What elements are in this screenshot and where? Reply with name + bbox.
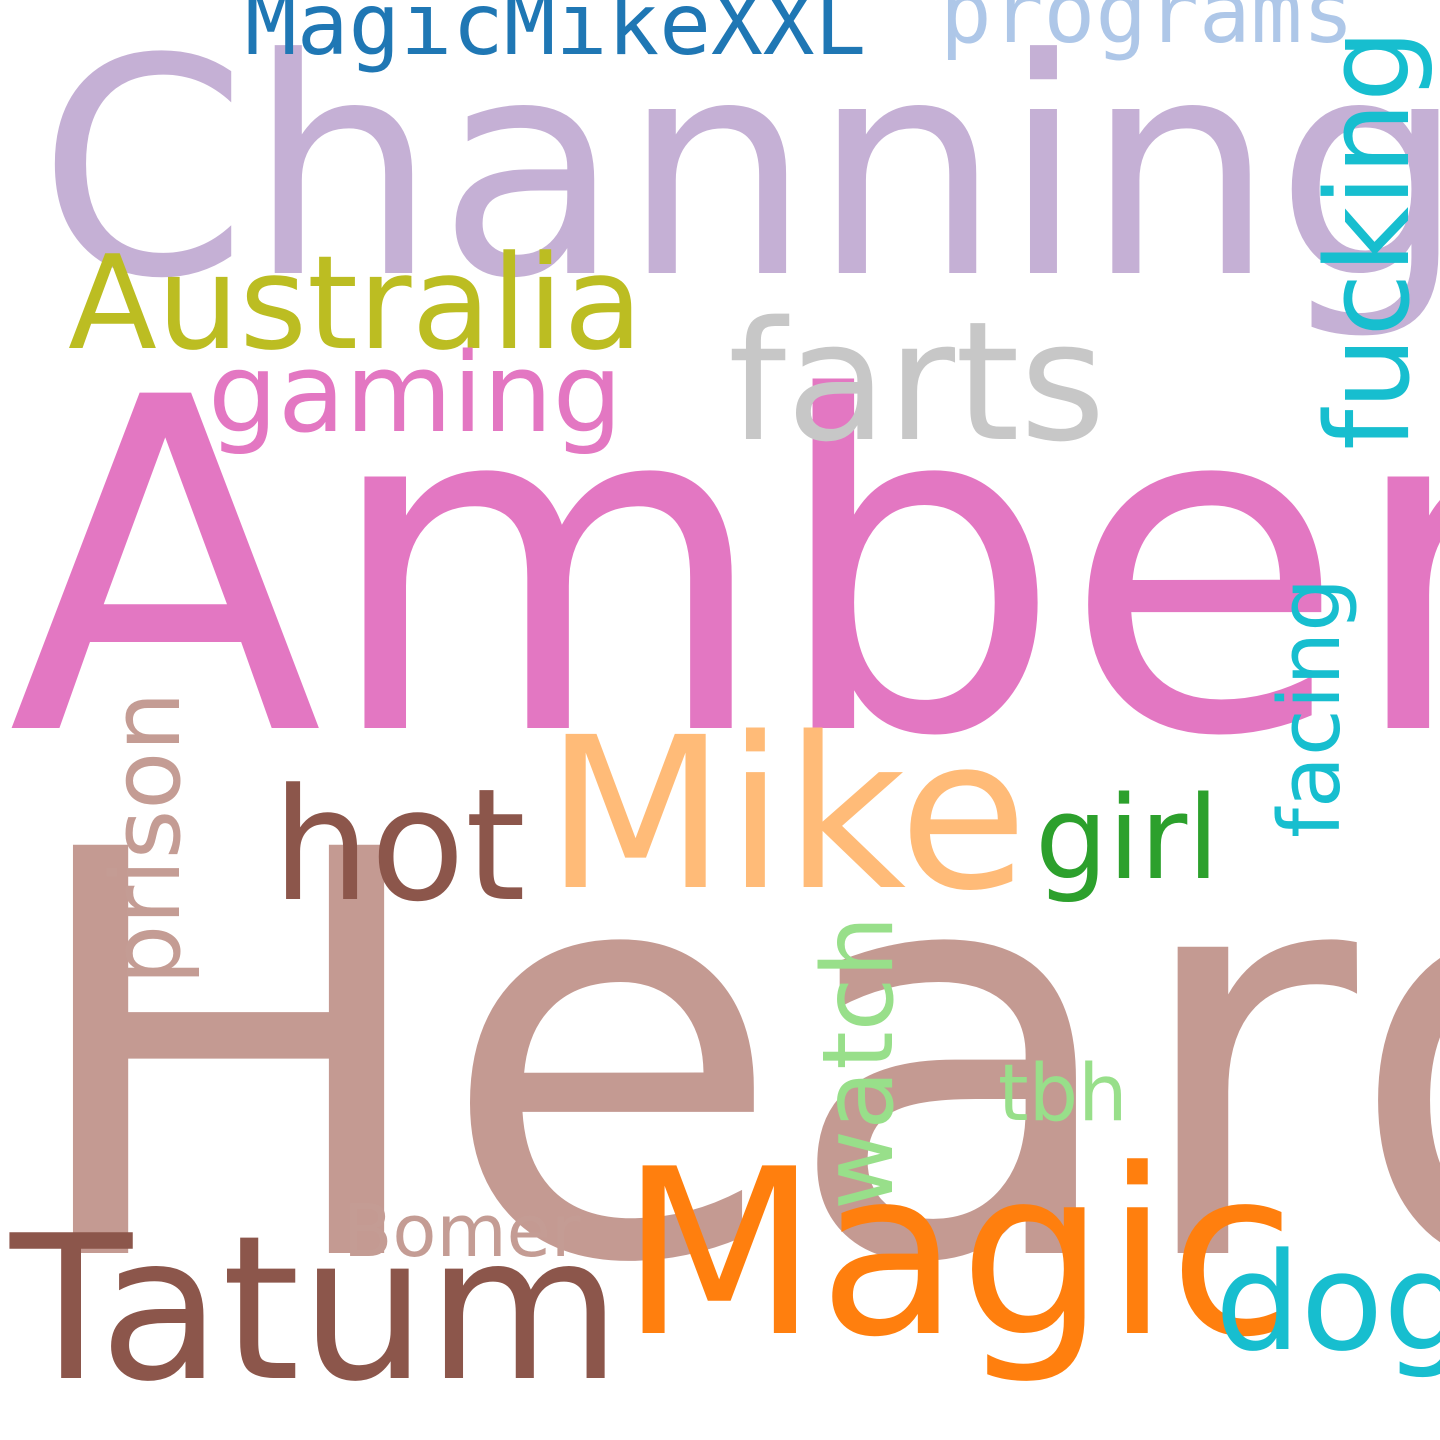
word-girl: girl bbox=[1035, 772, 1220, 906]
word-prison: prison bbox=[92, 691, 202, 985]
word-channing: Channing bbox=[38, 0, 1440, 344]
word-tatum: Tatum bbox=[10, 1193, 622, 1426]
word-dog: dog bbox=[1215, 1224, 1440, 1381]
word-tbh: tbh bbox=[998, 1049, 1128, 1139]
word-fucking: fucking bbox=[1302, 28, 1436, 450]
word-magicmikexxl: MagicMikeXXL bbox=[245, 0, 867, 75]
word-hot: hot bbox=[272, 755, 526, 936]
word-facing: facing bbox=[1261, 577, 1360, 838]
word-watch: watch bbox=[802, 915, 916, 1210]
word-gaming: gaming bbox=[208, 329, 623, 457]
word-mike: Mike bbox=[545, 692, 1028, 937]
word-magic: Magic bbox=[620, 1121, 1296, 1388]
word-bomer: Bomer bbox=[343, 1189, 581, 1273]
word-australia: Australia bbox=[68, 227, 644, 379]
word-programs: programs bbox=[940, 0, 1355, 63]
word-farts: farts bbox=[728, 286, 1106, 478]
word-amber: Amber bbox=[8, 302, 1440, 837]
word-heard: Heard bbox=[18, 734, 1440, 1386]
